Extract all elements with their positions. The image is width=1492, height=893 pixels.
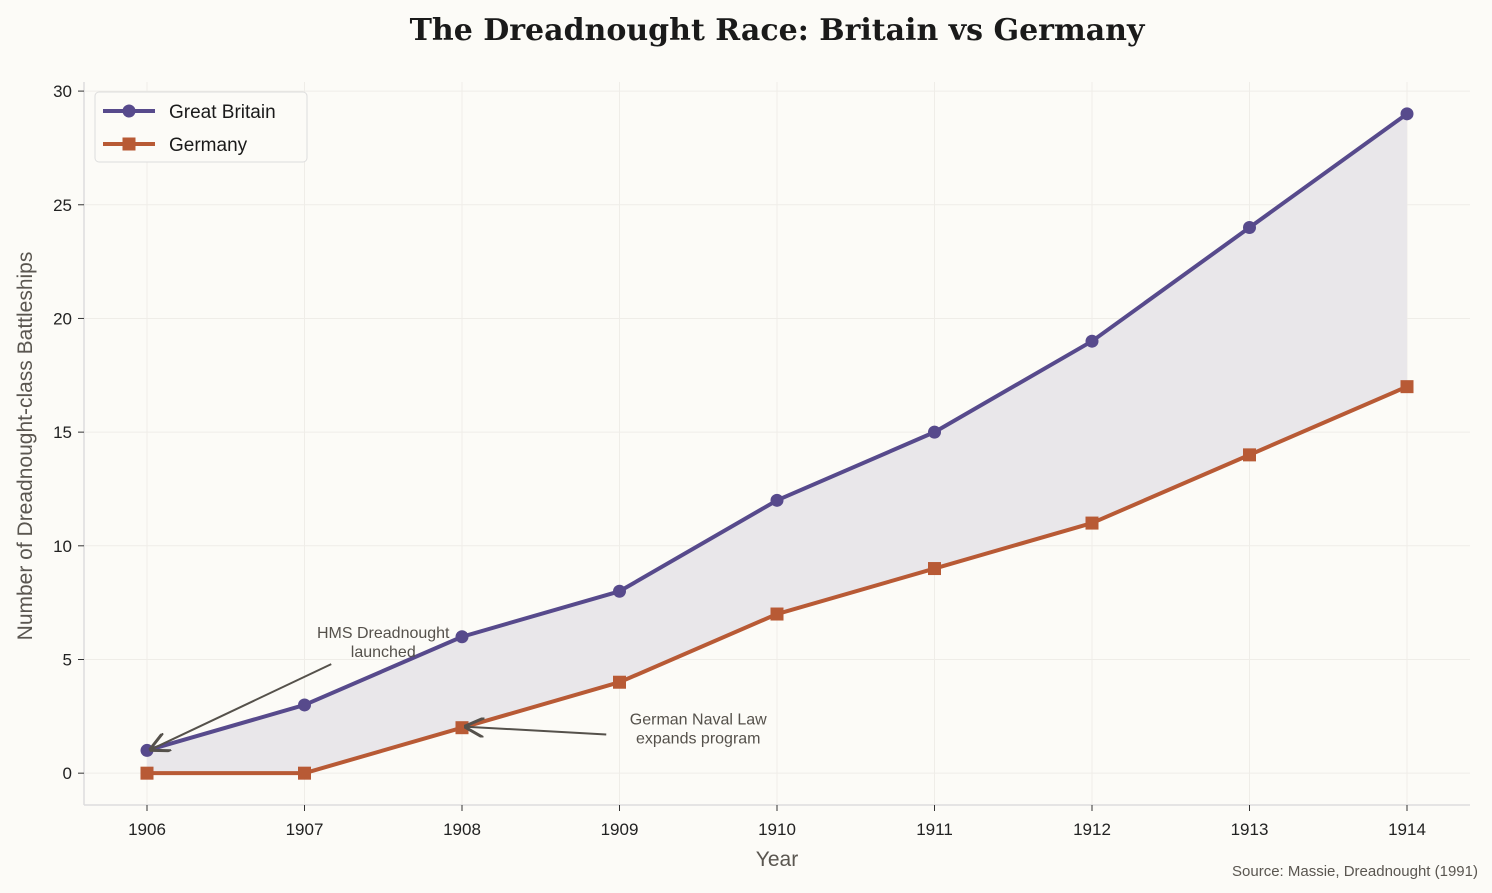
- annotation-arrow: [466, 727, 607, 735]
- annotations: HMS Dreadnought launched German Naval Law e…: [151, 625, 767, 749]
- x-tick-label: 1906: [128, 820, 166, 839]
- source-note: Source: Massie, Dreadnought (1991): [1232, 863, 1478, 880]
- data-point: [928, 562, 941, 576]
- y-tick-label: 20: [53, 309, 72, 328]
- data-point: [298, 698, 311, 712]
- legend: Great Britain Germany: [94, 91, 308, 163]
- data-point: [140, 766, 154, 780]
- x-tick-label: 1907: [286, 820, 324, 839]
- annotation-arrow: [151, 663, 332, 749]
- chart-title: The Dreadnought Race: Britain vs Germany: [410, 13, 1146, 48]
- data-point: [1085, 516, 1099, 530]
- data-point: [1085, 334, 1099, 348]
- x-axis-label: Year: [756, 848, 798, 871]
- data-point: [1243, 221, 1256, 235]
- data-point: [770, 607, 784, 621]
- y-tick-label: 5: [63, 650, 72, 669]
- legend-marker: [122, 137, 136, 151]
- data-point: [1400, 380, 1414, 394]
- y-tick-label: 30: [53, 82, 72, 101]
- annotation-text: HMS Dreadnought: [317, 625, 450, 642]
- y-tick-label: 10: [53, 537, 72, 556]
- data-point: [455, 630, 469, 644]
- x-tick-label: 1913: [1231, 820, 1269, 839]
- legend-marker: [122, 104, 136, 118]
- y-tick-label: 0: [63, 764, 72, 783]
- y-tick-label: 25: [53, 196, 72, 215]
- x-tick-label: 1912: [1073, 820, 1111, 839]
- y-tick-label: 15: [53, 423, 72, 442]
- series-germany: [140, 380, 1414, 780]
- annotation-text: launched: [351, 644, 416, 661]
- x-tick-label: 1914: [1388, 820, 1426, 839]
- data-point: [928, 425, 941, 439]
- x-tick-label: 1911: [916, 820, 953, 839]
- x-tick-label: 1910: [758, 820, 796, 839]
- legend-label: Germany: [169, 135, 248, 156]
- data-point: [613, 584, 626, 598]
- legend-label: Great Britain: [169, 102, 276, 123]
- x-tick-label: 1908: [443, 820, 481, 839]
- y-axis-label: Number of Dreadnought-class Battleships: [14, 252, 37, 641]
- gap-fill-area: [147, 113, 1407, 774]
- ticks: 1906 1907 1908 1909 1910 1911 1912 1913 1914 0 5 10…: [53, 82, 1426, 839]
- x-tick-label: 1909: [601, 820, 639, 839]
- data-point: [140, 743, 154, 757]
- annotation-text: German Naval Law: [630, 712, 767, 729]
- data-point: [298, 766, 311, 780]
- data-point: [613, 675, 626, 689]
- data-point: [1400, 107, 1414, 121]
- annotation-text: expands program: [636, 731, 761, 748]
- data-point: [770, 493, 784, 507]
- data-point: [1243, 448, 1256, 462]
